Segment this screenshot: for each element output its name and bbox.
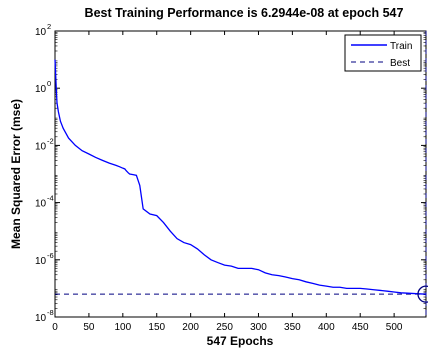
- y-tick-label: 100: [35, 79, 51, 95]
- x-tick-label: 250: [216, 322, 233, 333]
- y-tick-base: 10: [35, 141, 47, 152]
- plot-area: [54, 30, 427, 318]
- x-tick-label: 300: [250, 322, 267, 333]
- y-tick-exponent: 2: [47, 22, 51, 31]
- train-line: [54, 59, 427, 295]
- x-tick-label: 350: [284, 322, 301, 333]
- x-tick-label: 100: [114, 322, 131, 333]
- y-tick-exponent: -2: [47, 136, 54, 145]
- x-tick-label: 150: [148, 322, 165, 333]
- y-tick-exponent: -6: [47, 251, 54, 260]
- y-axis-label: Mean Squared Error (mse): [9, 99, 23, 249]
- best-marker: [417, 285, 428, 303]
- x-tick-label: 400: [318, 322, 335, 333]
- x-axis-ticks: 0 50 100 150 200 250 300 350 400 450 500: [52, 31, 403, 333]
- y-tick-exponent: 0: [47, 79, 51, 88]
- y-tick-label: 10-4: [35, 194, 54, 210]
- y-tick-base: 10: [35, 27, 47, 38]
- y-tick-exponent: -4: [47, 194, 54, 203]
- y-tick-label: 10-2: [35, 136, 54, 152]
- x-tick-label: 450: [352, 322, 369, 333]
- y-tick-base: 10: [35, 84, 47, 95]
- x-tick-label: 0: [52, 322, 58, 333]
- y-tick-base: 10: [35, 313, 47, 324]
- legend-train-label: Train: [390, 41, 412, 52]
- y-tick-exponent: -8: [47, 308, 54, 317]
- x-axis-label: 547 Epochs: [207, 334, 274, 348]
- series-layer: [54, 31, 428, 317]
- x-tick-label: 500: [386, 322, 403, 333]
- y-tick-label: 10-8: [35, 308, 54, 324]
- y-tick-label: 102: [35, 22, 51, 38]
- y-tick-base: 10: [35, 256, 47, 267]
- y-tick-base: 10: [35, 199, 47, 210]
- y-tick-label: 10-6: [35, 251, 54, 267]
- x-tick-label: 200: [182, 322, 199, 333]
- x-tick-label: 50: [83, 322, 95, 333]
- legend: Train Best: [344, 34, 422, 72]
- legend-best-label: Best: [390, 58, 410, 69]
- legend-box: [344, 34, 422, 72]
- chart-title: Best Training Performance is 6.2944e-08 …: [85, 6, 404, 20]
